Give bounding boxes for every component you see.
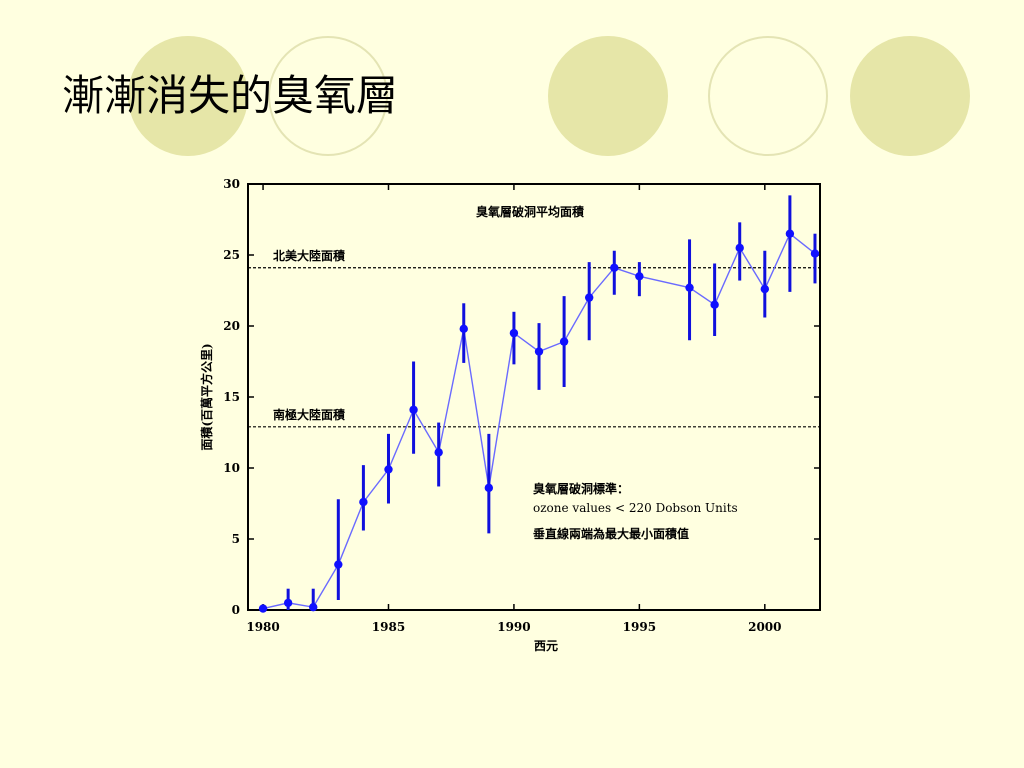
data-point: [685, 283, 694, 292]
x-tick-label: 1995: [623, 620, 656, 634]
y-tick-label: 0: [232, 603, 240, 617]
plot-area: [247, 183, 821, 611]
decor-circle-filled-2: [548, 36, 668, 156]
y-axis-label: 面積(百萬平方公里): [199, 343, 214, 450]
data-point: [484, 483, 494, 493]
x-tick-label: 1980: [246, 620, 279, 634]
decor-circle-outline-2: [708, 36, 828, 156]
reference-line-label: 南極大陸面積: [273, 407, 346, 422]
data-point: [735, 243, 744, 253]
data-point: [334, 560, 343, 569]
annotation-errorbar-note: 垂直線兩端為最大最小面積值: [533, 526, 689, 541]
slide-title: 漸漸消失的臭氧層: [62, 71, 399, 120]
y-tick-label: 15: [223, 390, 240, 404]
data-point: [710, 300, 719, 309]
data-point: [559, 337, 569, 346]
data-point: [610, 263, 619, 272]
y-tick-label: 25: [223, 248, 240, 262]
data-series: [258, 195, 820, 613]
data-point: [359, 497, 368, 507]
data-point: [584, 293, 594, 302]
chart-title: 臭氧層破洞平均面積: [476, 204, 585, 219]
decor-circle-filled-1: [128, 36, 248, 156]
data-point: [760, 284, 770, 294]
data-point: [258, 604, 268, 613]
x-axis-label: 西元: [534, 639, 558, 653]
data-point: [635, 272, 644, 281]
y-tick-label: 5: [232, 532, 240, 546]
x-tick-label: 1985: [372, 620, 405, 634]
data-point: [309, 602, 318, 612]
data-point: [384, 465, 393, 474]
reference-line-label: 北美大陸面積: [273, 248, 346, 263]
series-line: [262, 232, 816, 610]
axis-ticks: 0 5 10 15 20 25 30 1980 1985 1990 1995 2000: [223, 177, 820, 634]
y-tick-label: 30: [223, 177, 240, 191]
x-tick-label: 1990: [497, 620, 530, 634]
x-tick-label: 2000: [748, 620, 781, 634]
data-point: [534, 347, 544, 356]
data-point: [434, 448, 443, 457]
annotation-dobson: ozone values < 220 Dobson Units: [533, 501, 738, 515]
decor-circle-outline-1: [268, 36, 388, 156]
y-tick-label: 10: [223, 461, 240, 475]
data-point: [283, 598, 293, 608]
data-point: [459, 324, 468, 334]
decor-circle-filled-3: [850, 36, 970, 156]
data-point: [409, 405, 418, 414]
data-point: [785, 229, 795, 238]
data-point: [509, 328, 519, 338]
annotation-criterion: 臭氧層破洞標準：: [533, 481, 629, 496]
data-point: [810, 249, 820, 258]
y-tick-label: 20: [223, 319, 240, 333]
